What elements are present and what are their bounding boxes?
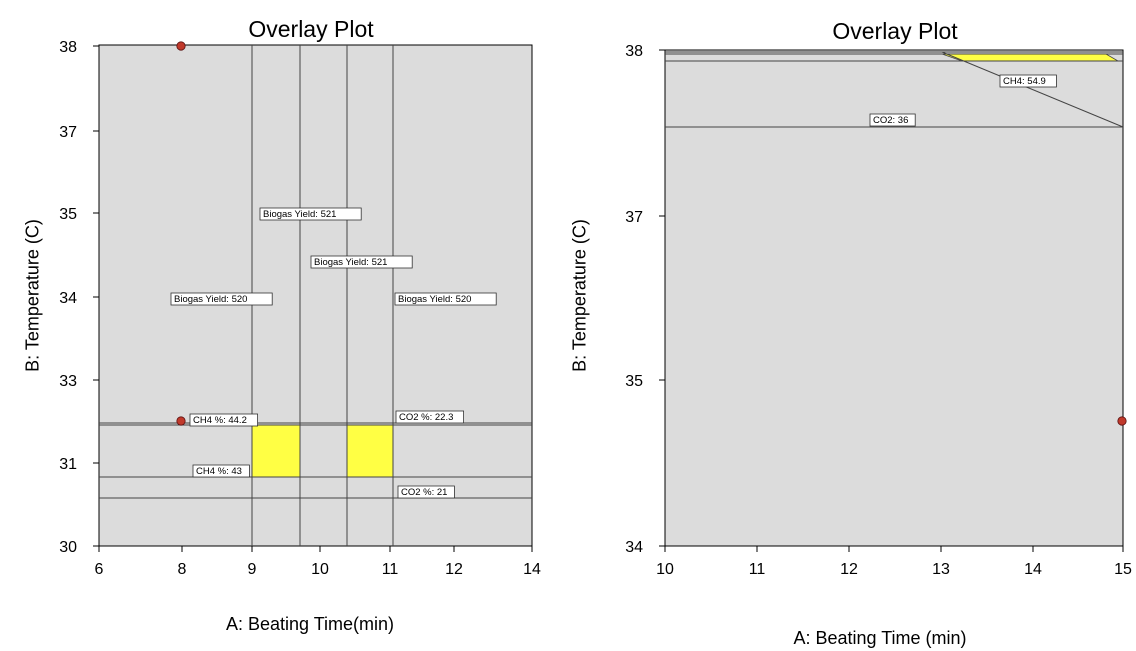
chart-a-contour-label-box (259, 207, 362, 221)
chart-b-x-tick-label: 12 (840, 561, 858, 578)
chart-a-y-tick-label: 37 (59, 124, 77, 141)
chart-b-y-tick-label: 38 (625, 43, 643, 60)
chart-b-contour-label: CO2: 36 (873, 115, 908, 126)
chart-b-y-tick-label: 34 (625, 539, 643, 556)
chart-b-x-tick-label: 15 (1114, 561, 1132, 578)
chart-a-y-tick-label: 34 (59, 290, 77, 307)
chart-a-x-tick-label: 12 (445, 561, 463, 578)
chart-b-x-tick-label: 11 (749, 561, 766, 578)
chart-a-contour-label-box (310, 255, 413, 269)
chart-b-contour-line (941, 51, 1124, 128)
chart-b-title: Overlay Plot (832, 18, 958, 44)
chart-b-y-tick-label: 37 (625, 209, 643, 226)
chart-a-x-tick-label: 9 (248, 561, 257, 578)
chart-a-contour-label-box (394, 292, 497, 306)
chart-a-contour-label: CH4 %: 44.2 (193, 415, 247, 426)
chart-a-x-tick-label: 14 (523, 561, 541, 578)
chart-a-contour-label: CO2 %: 22.3 (399, 412, 453, 423)
chart-a-contour-label-box (189, 413, 258, 427)
chart-a-y-tick-label: 31 (59, 456, 77, 473)
chart-b-contour-label-box (869, 113, 916, 127)
chart-a-design-point (176, 41, 186, 51)
chart-b-y-tick-label: 35 (625, 373, 643, 390)
chart-a-y-tick-label: 38 (59, 39, 77, 56)
chart-a-x-tick-label: 11 (382, 561, 399, 578)
chart-a-xlabel: A: Beating Time(min) (225, 614, 395, 634)
chart-a-contour-label-box (170, 292, 273, 306)
chart-a-y-tick-label: 35 (59, 206, 77, 223)
chart-a-feasible-region (251, 424, 301, 478)
chart-a-y-tick-label: 30 (59, 539, 77, 556)
chart-a-contour-label: Biogas Yield: 521 (314, 257, 387, 268)
chart-a-contour-label-box (192, 464, 250, 478)
chart-a-feasible-region (346, 424, 394, 478)
chart-a-y-tick-label: 33 (59, 373, 77, 390)
chart-b-x-tick-label: 14 (1024, 561, 1042, 578)
chart-b-xlabel: A: Beating Time (min) (793, 628, 967, 648)
chart-a-contour-label: Biogas Yield: 520 (174, 294, 247, 305)
chart-a-contour-label: CO2 %: 21 (401, 487, 447, 498)
chart-a-contour-label: Biogas Yield: 520 (398, 294, 471, 305)
chart-a-x-tick-label: 10 (311, 561, 329, 578)
chart-a-contour-label: Biogas Yield: 521 (263, 209, 336, 220)
chart-b-design-point (1117, 416, 1127, 426)
chart-a-x-tick-label: 6 (95, 561, 104, 578)
chart-b-feasible-region (941, 53, 1120, 62)
chart-a-title: Overlay Plot (248, 16, 374, 42)
chart-b-plot-area (664, 49, 1124, 547)
chart-a-contour-label-box (395, 410, 464, 424)
chart-a-x-tick-label: 8 (178, 561, 187, 578)
chart-a-design-point (176, 416, 186, 426)
chart-a-contour-label-box (397, 485, 455, 499)
chart-b-x-tick-label: 10 (656, 561, 674, 578)
chart-b-contour-label-box (999, 74, 1057, 88)
chart-b-x-tick-label: 13 (932, 561, 950, 578)
chart-a-contour-label: CH4 %: 43 (196, 466, 242, 477)
chart-b-contour-label: CH4: 54.9 (1003, 76, 1046, 87)
